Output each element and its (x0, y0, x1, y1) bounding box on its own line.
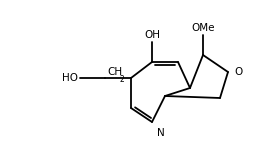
Text: OMe: OMe (191, 23, 215, 33)
Text: N: N (157, 128, 165, 138)
Text: OH: OH (144, 30, 160, 40)
Text: 2: 2 (119, 75, 124, 84)
Text: HO: HO (62, 73, 78, 83)
Text: O: O (234, 67, 242, 77)
Text: CH: CH (107, 67, 122, 77)
